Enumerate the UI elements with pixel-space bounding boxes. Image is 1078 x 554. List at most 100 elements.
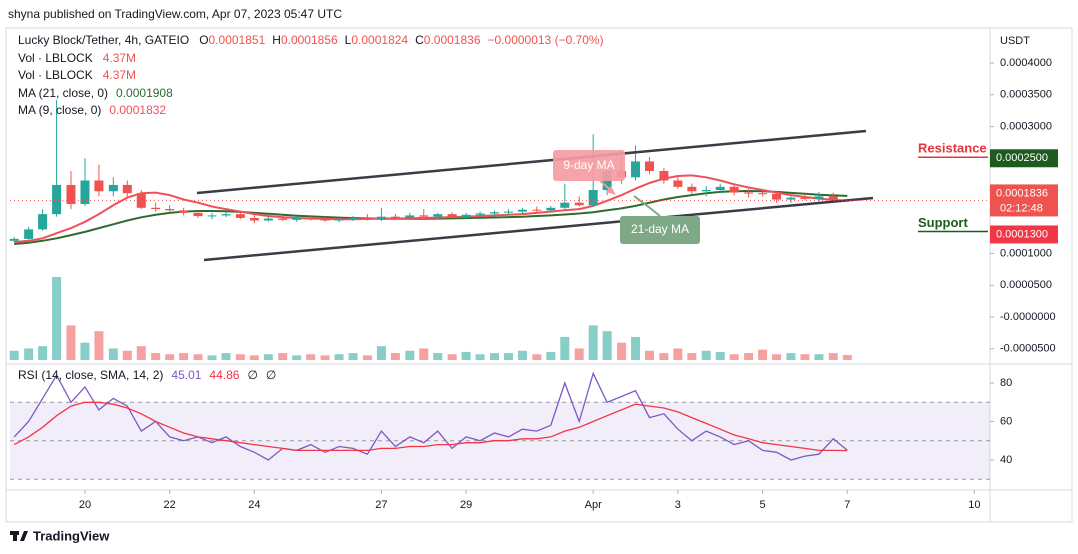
candle-body bbox=[38, 214, 48, 230]
volume-bar bbox=[376, 346, 386, 360]
volume-bar bbox=[108, 348, 118, 360]
volume-bar bbox=[9, 350, 19, 360]
volume-bar bbox=[560, 336, 570, 360]
chart-frame bbox=[5, 27, 1073, 523]
candle-body bbox=[334, 219, 344, 221]
x-tick-label: 27 bbox=[375, 499, 387, 511]
current-price: 0.0001836 bbox=[996, 187, 1048, 199]
y-tick-label: 0.0001000 bbox=[1000, 247, 1052, 259]
level-name: Support bbox=[918, 215, 968, 230]
volume-bar bbox=[94, 331, 104, 360]
legend: RSI (14, close, SMA, 14, 2) 45.01 44.86 ∅ ∅ bbox=[18, 368, 276, 382]
drawings: 9-day MA 21-day MA bbox=[196, 129, 874, 262]
current-price-box bbox=[990, 184, 1058, 217]
volume-bar bbox=[80, 342, 90, 360]
y-axis-label: USDT bbox=[1000, 35, 1030, 47]
volume-bar bbox=[744, 353, 754, 360]
legend-value: 4.37M bbox=[103, 68, 136, 82]
volume-bar bbox=[517, 350, 527, 360]
candle-body bbox=[52, 184, 62, 215]
level-box bbox=[990, 225, 1058, 244]
y-tick-label: 60 bbox=[1000, 415, 1012, 427]
legend-value: 0.0001832 bbox=[109, 103, 166, 117]
volume-bar bbox=[320, 355, 330, 360]
moving-average bbox=[14, 174, 848, 244]
volume-bar bbox=[38, 346, 48, 360]
volume-bar bbox=[617, 342, 627, 360]
logo-text: TradingView bbox=[33, 528, 110, 543]
candle-body bbox=[80, 180, 90, 204]
volume-bar bbox=[390, 353, 400, 360]
volume-bar bbox=[419, 348, 429, 360]
legend-title: MA (9, close, 0) bbox=[18, 103, 101, 117]
candle-body bbox=[376, 216, 386, 220]
arrow-21ma bbox=[633, 195, 661, 217]
candle-body bbox=[122, 184, 132, 194]
candle-body bbox=[786, 197, 796, 200]
volume-bar bbox=[814, 354, 824, 360]
annotation: 21-day MA bbox=[631, 222, 689, 236]
annotation-box bbox=[553, 150, 625, 181]
candle-body bbox=[362, 217, 372, 220]
candle-body bbox=[631, 161, 641, 178]
legend-title: Vol · LBLOCK bbox=[18, 51, 93, 65]
x-tick-label: Apr bbox=[585, 499, 602, 511]
x-tick-label: 29 bbox=[460, 499, 472, 511]
volume-bar bbox=[574, 348, 584, 360]
volume-bar bbox=[701, 350, 711, 360]
x-tick-label: 20 bbox=[79, 499, 91, 511]
volume-bar bbox=[24, 348, 34, 360]
y-tick-label: -0.0000000 bbox=[1000, 311, 1056, 323]
candle-body bbox=[66, 184, 76, 204]
volume-bar bbox=[475, 354, 485, 360]
y-tick-label: 0.0003500 bbox=[1000, 89, 1052, 101]
candle-body bbox=[447, 214, 457, 218]
legend-prefix: H bbox=[272, 33, 281, 47]
legend-title: MA (21, close, 0) bbox=[18, 86, 108, 100]
volume-bar bbox=[687, 353, 697, 360]
overlay-layer: USDT0.00040000.00035000.00030000.0002000… bbox=[10, 33, 1058, 511]
legend-change: −0.0000013 (−0.70%) bbox=[488, 33, 604, 47]
legend: Lucky Block/Tether, 4h, GATEIO O0.0001851… bbox=[18, 33, 604, 47]
level-label: 0.0002500 bbox=[996, 152, 1048, 164]
volume-bar bbox=[659, 353, 669, 360]
volume-bar bbox=[136, 346, 146, 360]
legend: MA (9, close, 0) 0.0001832 bbox=[18, 103, 166, 117]
y-tick-label: 0.0003000 bbox=[1000, 120, 1052, 132]
candle-body bbox=[419, 215, 429, 217]
candle-body bbox=[800, 197, 810, 199]
x-tick-label: 24 bbox=[248, 499, 260, 511]
candle-body bbox=[94, 180, 104, 192]
volume-bar bbox=[673, 348, 683, 360]
candle-body bbox=[546, 207, 556, 211]
volume-bar bbox=[447, 354, 457, 360]
legend-value: 0.0001824 bbox=[351, 33, 408, 47]
candle-body bbox=[673, 180, 683, 187]
countdown: 02:12:48 bbox=[1000, 202, 1043, 214]
legend-value: 45.01 bbox=[171, 368, 201, 382]
candle-body bbox=[235, 214, 245, 218]
candle-body bbox=[320, 219, 330, 221]
candle-body bbox=[715, 186, 725, 191]
candle-body bbox=[179, 210, 189, 213]
y-tick-label: 40 bbox=[1000, 454, 1012, 466]
volume-bar bbox=[263, 354, 273, 360]
candle-body bbox=[517, 209, 527, 212]
candle-body bbox=[461, 214, 471, 218]
logo: TradingView bbox=[10, 528, 110, 543]
volume-bar bbox=[235, 354, 245, 360]
volume-bar bbox=[461, 351, 471, 360]
legend-value: ∅ bbox=[266, 368, 276, 382]
legend-value: 44.86 bbox=[209, 368, 239, 382]
volume-bar bbox=[842, 354, 852, 360]
candle-body bbox=[644, 161, 654, 171]
candle-body bbox=[687, 186, 697, 192]
volume-bar bbox=[66, 325, 76, 360]
candle-body bbox=[278, 218, 288, 220]
candle-body bbox=[828, 196, 838, 200]
level-label: 0.0001300 bbox=[996, 228, 1048, 240]
candle-body bbox=[348, 217, 358, 220]
y-tick-label: 80 bbox=[1000, 377, 1012, 389]
volume-bar bbox=[151, 353, 161, 360]
